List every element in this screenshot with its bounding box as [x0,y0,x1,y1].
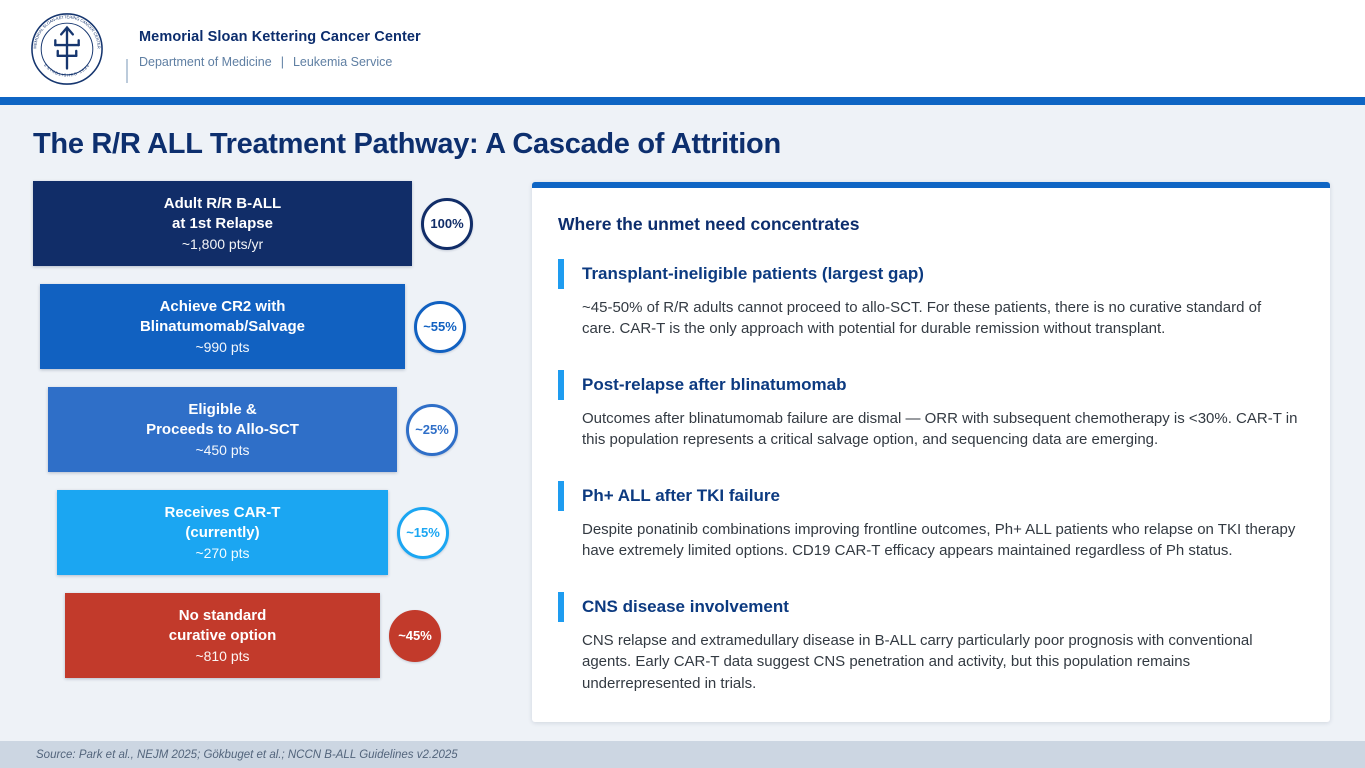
stage-label: at 1st Relapse [172,214,273,232]
department-line: Department of Medicine | Leukemia Servic… [139,55,421,69]
source-citation: Source: Park et al., NEJM 2025; Gökbuget… [36,748,458,761]
stage-label: Receives CAR-T [164,503,281,521]
header-accent-bar [0,97,1365,105]
stage-count: ~990 pts [195,338,250,355]
funnel-stage-relapse: Adult R/R B-ALL at 1st Relapse ~1,800 pt… [33,181,473,266]
stage-label: Proceeds to Allo-SCT [146,420,299,438]
section-body: ~45-50% of R/R adults cannot proceed to … [582,299,1262,338]
stage-label: Blinatumomab/Salvage [139,317,306,335]
service-label: Leukemia Service [292,54,393,69]
header: MEMORIAL SLOAN-KETTERING CANCER CENTER E… [0,0,1365,97]
funnel-stage-box: Eligible & Proceeds to Allo-SCT ~450 pts [48,387,397,472]
stage-label: (currently) [185,523,260,541]
section-body: Despite ponatinib combinations improving… [582,520,1296,560]
attrition-funnel: Adult R/R B-ALL at 1st Relapse ~1,800 pt… [33,181,473,696]
funnel-stage-box: Receives CAR-T (currently) ~270 pts [57,490,388,575]
funnel-stage-box: No standard curative option ~810 pts [65,593,380,678]
stage-label: Adult R/R B-ALL [163,194,282,212]
stage-count: ~1,800 pts/yr [181,235,264,252]
panel-section-ph-positive: Ph+ ALL after TKI failure Despite ponati… [558,480,1304,562]
seal-tree-icon [54,25,80,70]
funnel-stage-box: Adult R/R B-ALL at 1st Relapse ~1,800 pt… [33,181,412,266]
panel-section-cns: CNS disease involvement CNS relapse and … [558,591,1304,694]
section-heading: CNS disease involvement [558,591,1304,622]
stage-count: ~450 pts [195,441,250,458]
stage-percent-badge: 100% [421,197,473,250]
department-label: Department of Medicine [139,54,272,69]
funnel-stage-no-curative-option: No standard curative option ~810 pts ~45… [65,593,473,678]
stage-count: ~270 pts [195,544,250,561]
stage-label: Achieve CR2 with [159,297,286,315]
stage-label: No standard [178,606,267,624]
stage-count: ~810 pts [195,647,250,664]
source-footer: Source: Park et al., NEJM 2025; Gökbuget… [0,741,1365,768]
stage-percent-badge: ~55% [414,300,466,353]
stage-label: Eligible & [188,400,257,418]
header-divider [126,58,128,83]
section-heading: Ph+ ALL after TKI failure [558,480,1304,511]
panel-section-transplant-ineligible: Transplant-ineligible patients (largest … [558,259,1304,340]
funnel-stage-cr2: Achieve CR2 with Blinatumomab/Salvage ~9… [40,284,473,369]
header-text-block: Memorial Sloan Kettering Cancer Center D… [126,28,421,83]
section-heading: Transplant-ineligible patients (largest … [558,259,1304,289]
stage-label: curative option [168,626,277,644]
funnel-stage-box: Achieve CR2 with Blinatumomab/Salvage ~9… [40,284,405,369]
page-title: The R/R ALL Treatment Pathway: A Cascade… [33,128,781,160]
org-name: Memorial Sloan Kettering Cancer Center [139,28,421,45]
funnel-stage-allosct: Eligible & Proceeds to Allo-SCT ~450 pts… [48,387,473,472]
stage-percent-badge: ~25% [406,403,458,456]
stage-percent-badge: ~15% [397,506,449,559]
panel-section-post-blinatumomab: Post-relapse after blinatumomab Outcomes… [558,369,1304,451]
section-heading: Post-relapse after blinatumomab [558,369,1304,400]
stage-percent-badge: ~45% [389,609,441,662]
msk-seal-logo: MEMORIAL SLOAN-KETTERING CANCER CENTER E… [31,12,103,85]
unmet-need-panel: Where the unmet need concentrates Transp… [532,182,1330,722]
department-separator: | [280,54,284,69]
section-body: Outcomes after blinatumomab failure are … [582,409,1298,449]
funnel-stage-cart: Receives CAR-T (currently) ~270 pts ~15% [57,490,473,575]
section-body: CNS relapse and extramedullary disease i… [582,631,1253,692]
panel-title: Where the unmet need concentrates [558,214,860,234]
